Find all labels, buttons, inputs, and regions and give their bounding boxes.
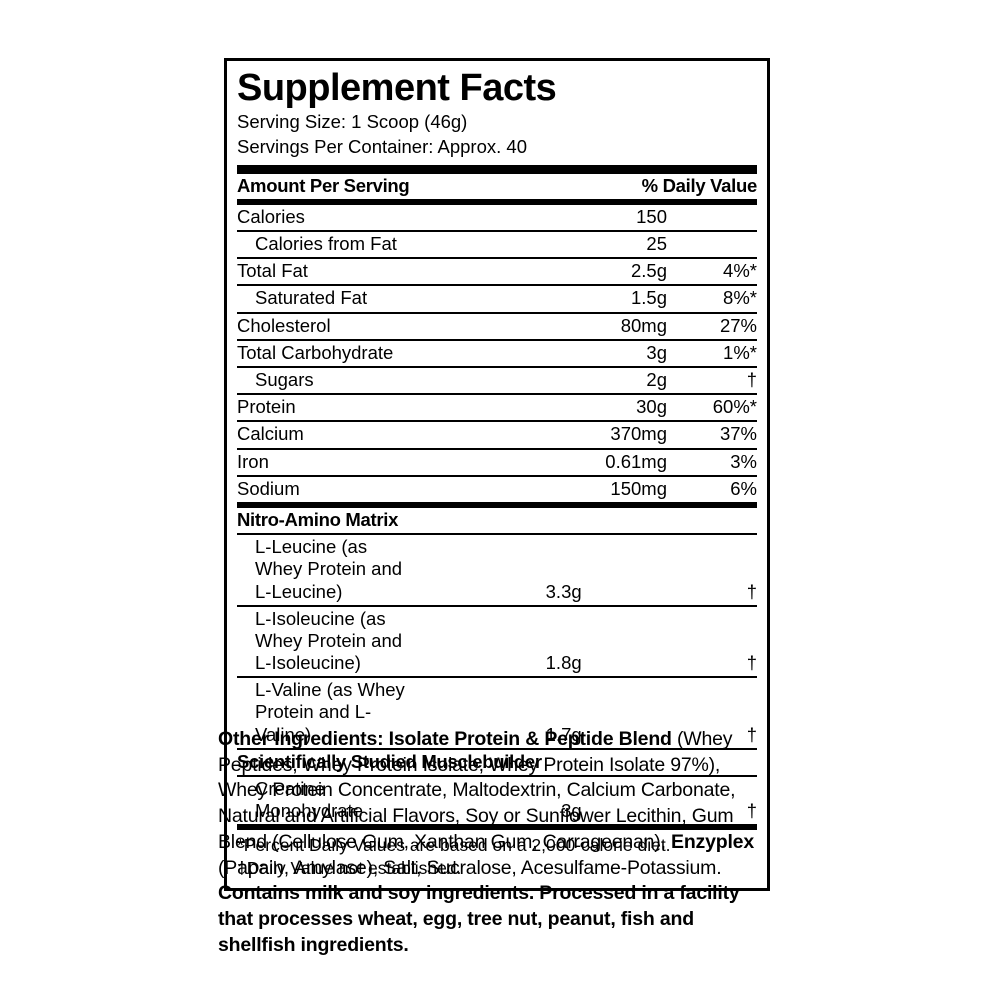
row-amount: 3.3g: [410, 534, 584, 607]
enzyplex-name: Enzyplex: [671, 830, 754, 853]
other-ingredients-block: Other Ingredients: Isolate Protein & Pep…: [218, 727, 774, 959]
allergen-statement: Contains milk and soy ingredients. Proce…: [218, 882, 740, 956]
divider-under-header: [237, 198, 757, 205]
footnote-percent-daily-value: *Percent Daily Values are based on a 2,0…: [237, 835, 671, 856]
row-nutrient-name: Iron: [237, 448, 547, 477]
other-ingredients-label: Other Ingredients:: [218, 728, 384, 750]
row-amount: 3g: [561, 800, 582, 822]
row-amount: 2g: [547, 367, 669, 396]
protein-blend-name: Isolate Protein & Peptide Blend: [388, 728, 672, 750]
supplement-facts-panel: Supplement Facts Serving Size: 1 Scoop (…: [224, 58, 770, 891]
row-nutrient-name: Sugars: [237, 367, 547, 396]
row-nutrient-name: Sodium: [237, 477, 300, 499]
row-nutrient-name: Creatine Monohydrate: [255, 778, 363, 822]
header-amount-per-serving: Amount Per Serving: [237, 174, 410, 196]
row-amount: 370mg: [547, 421, 669, 450]
row-daily-value: 8%*: [669, 285, 757, 314]
row-nutrient-name: Total Carbohydrate: [237, 339, 547, 369]
row-amount: 2.5g: [547, 258, 669, 287]
nutrient-row: Total Fat 2.5g 4%*: [237, 258, 757, 287]
group-row: Creatine Monohydrate 3g †: [237, 776, 757, 824]
row-amount: 3g: [547, 339, 669, 369]
nutrient-row: Calcium 370mg 37%: [237, 421, 757, 450]
row-nutrient-name: Calcium: [237, 421, 547, 450]
nutrient-row: Cholesterol 80mg 27%: [237, 312, 757, 341]
group-heading-musclebuilder: Scientifically Studied Musclebuilder: [237, 749, 757, 778]
row-amount: 150: [547, 204, 669, 233]
row-daily-value: 6%: [730, 477, 757, 499]
row-daily-value: [669, 231, 757, 260]
group-row: L-Leucine (as Whey Protein and L-Leucine…: [237, 534, 757, 607]
row-nutrient-name: L-Valine (as Whey Protein and L-Valine): [237, 677, 411, 750]
row-daily-value: [669, 204, 757, 233]
row-nutrient-name: L-Leucine (as Whey Protein and L-Leucine…: [237, 534, 411, 607]
row-daily-value: 3%: [669, 448, 757, 477]
group-row: L-Isoleucine (as Whey Protein and L-Isol…: [237, 605, 757, 679]
nutrient-row: Calories from Fat 25: [237, 231, 757, 260]
row-nutrient-name: Cholesterol: [237, 312, 547, 341]
nutrient-row: Saturated Fat 1.5g 8%*: [237, 285, 757, 314]
enzyplex-contents: (Papain, Amylase), Salt, Sucralose, Aces…: [218, 856, 722, 879]
nutrient-table: Calories 150 Calories from Fat 25 Total Fat 2…: [237, 204, 757, 502]
row-daily-value: 37%: [669, 421, 757, 450]
table-header-row: Amount Per Serving % Daily Value: [237, 174, 757, 199]
row-daily-value: 4%*: [669, 258, 757, 287]
nutrient-row: Total Carbohydrate 3g 1%*: [237, 339, 757, 369]
row-amount: 1.8g: [410, 605, 584, 679]
row-daily-value: †: [583, 605, 757, 679]
servings-per-container: Servings Per Container: Approx. 40: [237, 135, 527, 157]
row-amount: 0.61mg: [547, 448, 669, 477]
divider-above-matrix: [237, 501, 757, 508]
row-daily-value: 60%*: [669, 394, 757, 423]
row-daily-value: †: [669, 367, 757, 396]
protein-blend-contents: (Whey Peptides, Whey Protein Isolate, Wh…: [218, 728, 736, 853]
group-heading-text: Scientifically Studied Musclebuilder: [237, 749, 757, 778]
header-percent-daily-value: % Daily Value: [641, 174, 758, 196]
row-nutrient-name: Protein: [237, 394, 547, 423]
musclebuilder-table: Scientifically Studied Musclebuilder Crea…: [237, 749, 757, 825]
row-amount: 80mg: [547, 312, 669, 341]
row-nutrient-name: Calories from Fat: [237, 231, 547, 260]
row-daily-value: 27%: [669, 312, 757, 341]
nutrition-header-table: Amount Per Serving % Daily Value: [237, 174, 757, 199]
row-daily-value: †: [746, 800, 757, 822]
row-daily-value: †: [583, 534, 757, 607]
divider-above-footnotes: [237, 824, 757, 831]
nutrient-row: Sugars 2g †: [237, 367, 757, 396]
nitro-amino-matrix-table: Nitro-Amino Matrix L-Leucine (as Whey Pro…: [237, 507, 757, 750]
divider-thick-top: [237, 164, 757, 174]
row-nutrient-name: Total Fat: [237, 258, 547, 287]
row-amount: 1.7g: [410, 677, 584, 750]
row-nutrient-name: Saturated Fat: [237, 285, 547, 314]
row-amount: 25: [547, 231, 669, 260]
nutrient-row: Sodium 150mg 6%: [237, 476, 757, 502]
row-daily-value: †: [583, 677, 757, 750]
group-heading-text: Nitro-Amino Matrix: [237, 507, 757, 536]
row-amount: 150mg: [610, 477, 667, 499]
nutrient-row: Protein 30g 60%*: [237, 394, 757, 423]
row-amount: 1.5g: [547, 285, 669, 314]
footnote-dagger: †Daily Value not established.: [237, 858, 462, 879]
row-daily-value: 1%*: [669, 339, 757, 369]
group-row: L-Valine (as Whey Protein and L-Valine) 1…: [237, 677, 757, 750]
row-nutrient-name: Calories: [237, 204, 547, 233]
row-nutrient-name: L-Isoleucine (as Whey Protein and L-Isol…: [237, 605, 411, 679]
nutrient-row: Iron 0.61mg 3%: [237, 448, 757, 477]
row-amount: 30g: [547, 394, 669, 423]
panel-title: Supplement Facts: [237, 67, 557, 109]
nutrient-row: Calories 150: [237, 204, 757, 233]
group-heading-nitro-amino-matrix: Nitro-Amino Matrix: [237, 507, 757, 536]
serving-size: Serving Size: 1 Scoop (46g): [237, 110, 468, 132]
